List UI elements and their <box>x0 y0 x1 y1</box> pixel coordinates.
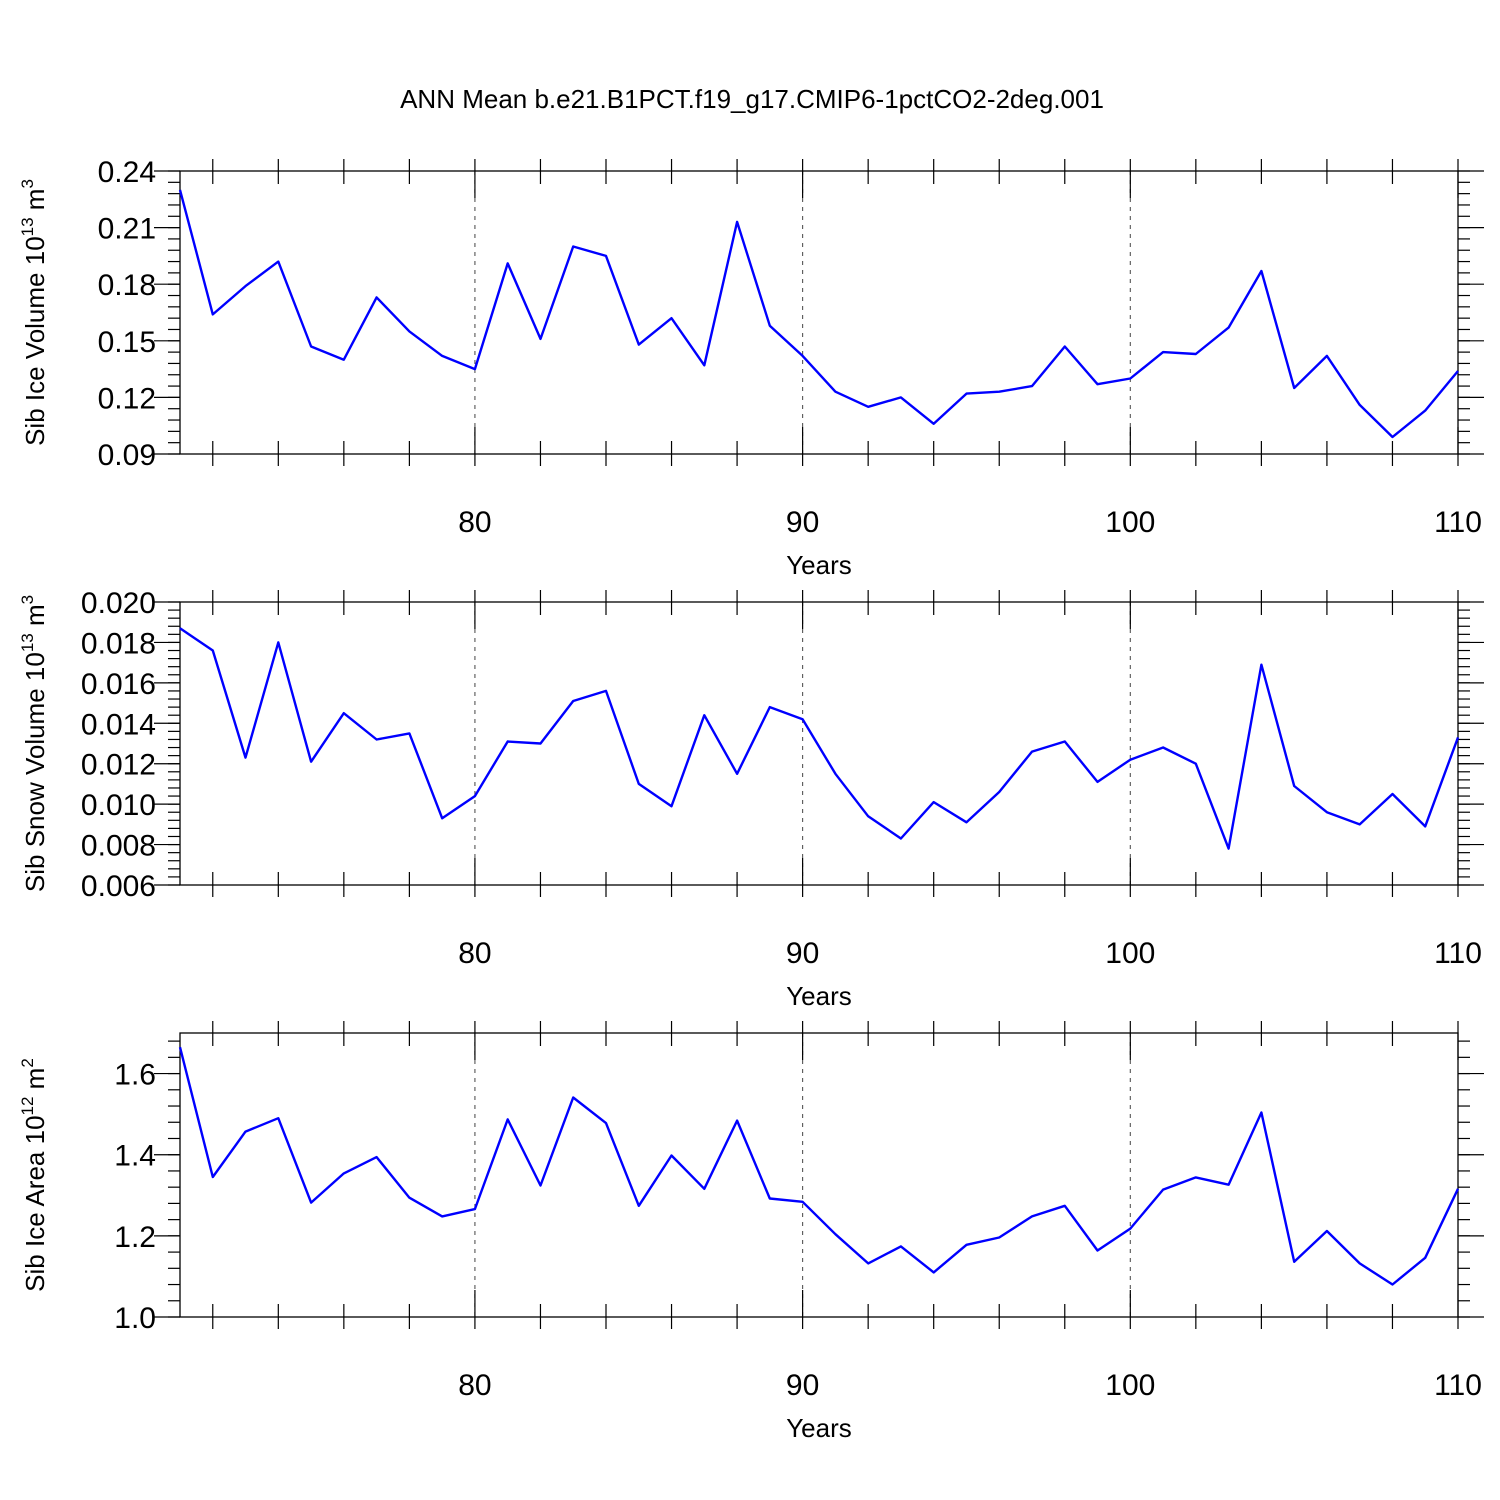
y-axis-label-unit-exponent: 2 <box>18 1058 37 1067</box>
y-axis-label: Sib Snow Volume 1013 m3 <box>18 595 50 892</box>
y-axis-label-main: Sib Snow Volume 10 <box>20 652 50 892</box>
y-axis-label-main: Sib Ice Area 10 <box>20 1115 50 1291</box>
y-tick-label: 0.24 <box>98 156 156 189</box>
plot-frame <box>179 1032 1459 1318</box>
y-axis-label-main: Sib Ice Volume 10 <box>20 236 50 446</box>
data-line <box>178 1046 1460 1286</box>
y-tick-label: 1.2 <box>114 1221 156 1254</box>
y-tick-label: 0.006 <box>81 870 156 903</box>
y-tick-label: 0.09 <box>98 439 156 472</box>
y-tick-label: 0.012 <box>81 749 156 782</box>
y-axis-label-unit-exponent: 3 <box>18 179 37 188</box>
panel-3: 80 90 100 110 Years 1.0 1.2 1.4 1.6 Sib Ice Area … <box>18 1021 1484 1443</box>
x-tick-label: 90 <box>786 1369 819 1402</box>
y-axis-label-unit: m <box>20 1068 50 1097</box>
y-axis-label-exponent: 12 <box>18 1097 37 1116</box>
data-line <box>178 189 1459 439</box>
y-tick-label: 0.21 <box>98 213 156 246</box>
plot-frame <box>179 170 1459 455</box>
x-tick-label: 80 <box>458 506 491 539</box>
x-axis-label: Years <box>786 981 852 1011</box>
y-tick-label: 1.6 <box>114 1059 156 1092</box>
x-tick-label: 110 <box>1434 937 1482 970</box>
x-tick-label: 90 <box>786 937 819 970</box>
y-tick-label: 0.016 <box>81 668 156 701</box>
x-axis-label: Years <box>786 1413 852 1443</box>
x-axis-label: Years <box>786 550 852 580</box>
y-tick-label: 1.4 <box>114 1140 156 1173</box>
x-tick-label: 110 <box>1434 506 1482 539</box>
x-tick-label: 100 <box>1105 1369 1155 1402</box>
y-tick-label: 0.18 <box>98 269 156 302</box>
y-tick-label: 0.020 <box>81 587 156 620</box>
y-tick-label: 0.010 <box>81 789 156 822</box>
x-tick-label: 100 <box>1105 506 1155 539</box>
y-tick-label: 0.014 <box>81 708 156 741</box>
x-tick-label: 110 <box>1434 1369 1482 1402</box>
x-tick-label: 80 <box>458 937 491 970</box>
y-tick-label: 1.0 <box>114 1302 156 1335</box>
x-tick-label: 80 <box>458 1369 491 1402</box>
y-axis-label-unit: m <box>20 189 50 218</box>
y-axis-label-unit: m <box>20 604 50 633</box>
panel-1: 80 90 100 110 Years 0.09 0.12 0.15 0.18 0.21 0.24 S… <box>18 156 1484 580</box>
y-tick-label: 0.12 <box>98 382 156 415</box>
y-axis-label-exponent: 13 <box>18 633 37 652</box>
y-tick-label: 0.15 <box>98 326 156 359</box>
y-axis-label: Sib Ice Area 1012 m2 <box>18 1058 50 1292</box>
x-tick-label: 90 <box>786 506 819 539</box>
figure-title: ANN Mean b.e21.B1PCT.f19_g17.CMIP6-1pctC… <box>400 84 1104 114</box>
y-axis-label-unit-exponent: 3 <box>18 595 37 604</box>
y-tick-label: 0.018 <box>81 627 156 660</box>
plot-frame <box>179 601 1459 886</box>
y-axis-label-exponent: 13 <box>18 217 37 236</box>
y-axis-label: Sib Ice Volume 1013 m3 <box>18 179 50 446</box>
panel-2: 80 90 100 110 Years 0.006 0.008 0.010 0.012 0.014… <box>18 587 1484 1011</box>
x-tick-label: 100 <box>1105 937 1155 970</box>
data-line <box>179 627 1460 850</box>
y-tick-label: 0.008 <box>81 830 156 863</box>
